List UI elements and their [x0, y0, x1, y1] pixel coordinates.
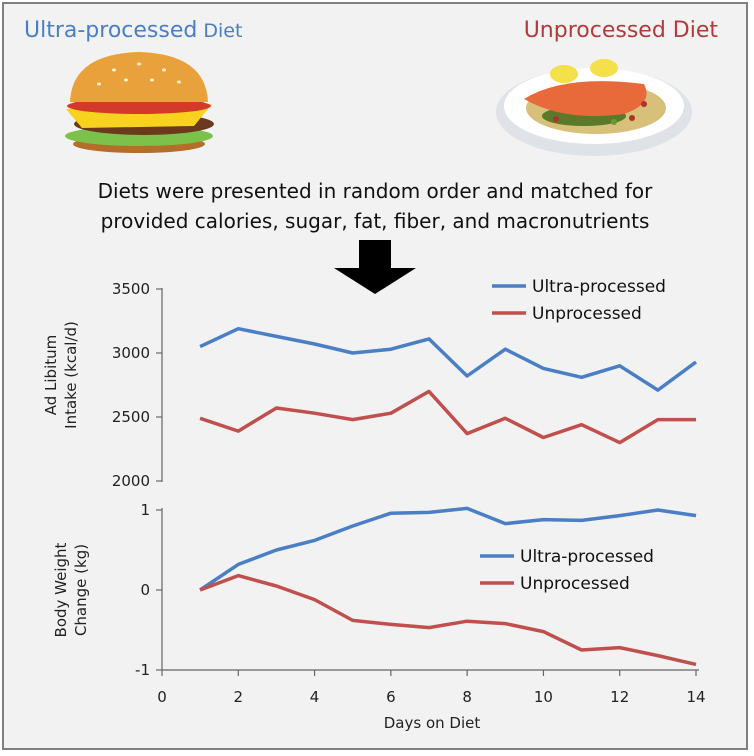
weight-ytick-label: 1: [140, 501, 150, 519]
burger-icon: [65, 52, 214, 153]
intake-ytick-label: 2000: [112, 472, 150, 490]
weight-xtick-label: 2: [234, 688, 244, 706]
intake-legend-label: Ultra-processed: [532, 277, 666, 297]
intake-chart: 3500 3000 2500 2000 Ad Libitum Intake (kcal…: [42, 277, 698, 490]
weight-ytick-label: -1: [135, 661, 150, 679]
weight-ylabel-line-2: Change (kg): [72, 544, 90, 636]
caption-line-2: provided calories, sugar, fat, fiber, an…: [100, 209, 650, 233]
intake-legend-label: Unprocessed: [532, 304, 642, 324]
caption-line-1: Diets were presented in random order and…: [97, 179, 653, 203]
caption: Diets were presented in random order and…: [4, 176, 746, 236]
weight-series-line-unprocessed: [199, 573, 697, 667]
weight-xtick-label: 4: [310, 688, 320, 706]
weight-xtick-label: 12: [610, 688, 629, 706]
intake-ytick-label: 3000: [112, 344, 150, 362]
figure-art: 3500 3000 2500 2000 Ad Libitum Intake (kcal…: [42, 52, 706, 732]
intake-ytick-label: 2500: [112, 408, 150, 426]
weight-chart: 10-1 0 2 4 6 8 10 12 14 Body Weight Change (kg)…: [52, 501, 706, 732]
salmon-plate-icon: [496, 59, 692, 156]
weight-xtick-label: 0: [157, 688, 167, 706]
weight-xtick-label: 6: [386, 688, 396, 706]
intake-ylabel-line-2: Intake (kcal/d): [62, 321, 80, 429]
weight-series-line-ultra-processed: [199, 506, 697, 592]
intake-ytick-label: 3500: [112, 280, 150, 298]
unprocessed-title: Unprocessed Diet: [523, 18, 718, 43]
intake-series-line-unprocessed: [199, 389, 696, 445]
weight-ylabel-line-1: Body Weight: [52, 542, 70, 637]
weight-legend-label: Unprocessed: [520, 574, 630, 594]
weight-legend-label: Ultra-processed: [520, 547, 654, 567]
intake-series-line-ultra-processed: [199, 326, 698, 392]
arrow-down-icon: [334, 240, 416, 294]
weight-xtick-label: 8: [462, 688, 472, 706]
weight-xtick-label: 14: [686, 688, 705, 706]
weight-ytick-label: 0: [140, 581, 150, 599]
intake-ylabel-line-1: Ad Libitum: [42, 335, 60, 416]
figure-frame: Ultra-processed Diet Unprocessed Diet Di…: [2, 2, 748, 750]
weight-xtick-label: 10: [534, 688, 553, 706]
weight-xlabel: Days on Diet: [384, 714, 481, 732]
ultra-processed-title: Ultra-processed Diet: [24, 18, 243, 43]
